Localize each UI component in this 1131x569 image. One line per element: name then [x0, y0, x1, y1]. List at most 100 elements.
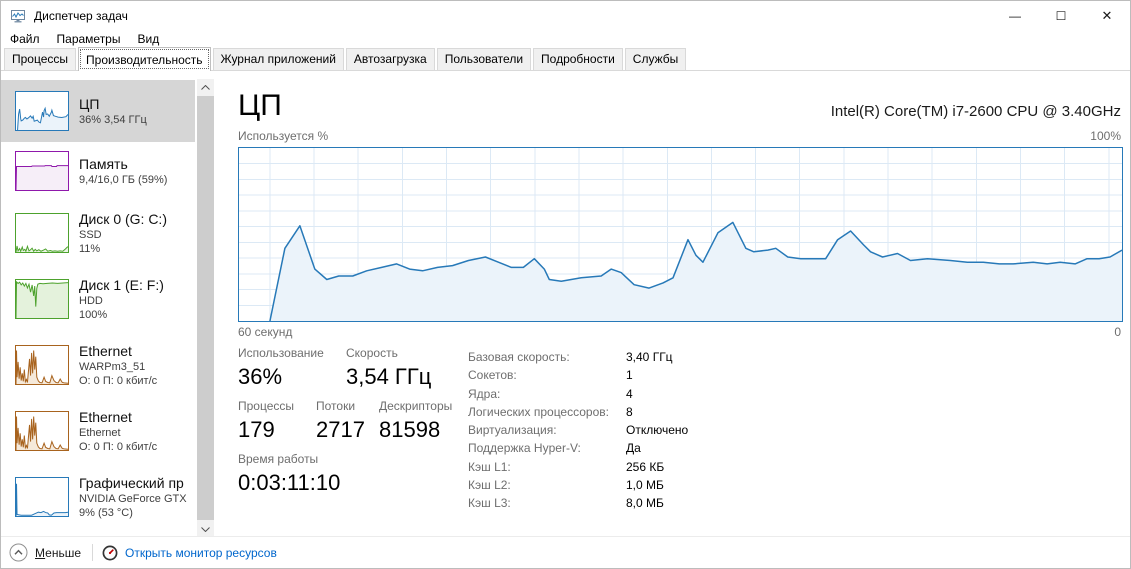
sidebar-chart-disk0 — [15, 213, 69, 253]
tab-details[interactable]: Подробности — [533, 48, 623, 70]
menu-item-2[interactable]: Параметры — [56, 31, 121, 46]
scrollbar-thumb[interactable] — [197, 96, 214, 520]
scrollbar-up-icon[interactable] — [197, 79, 214, 96]
cpu-details: Базовая скорость: 3,40 ГГц Сокетов: 1 Ядра: 4… — [468, 348, 688, 513]
close-button[interactable]: ✕ — [1101, 8, 1113, 23]
sidebar-item-disk0[interactable]: Диск 0 (G: C:) SSD 11% — [1, 200, 195, 266]
sidebar-item-disk1[interactable]: Диск 1 (E: F:) HDD 100% — [1, 266, 195, 332]
stat-threads-label: Потоки — [316, 399, 356, 413]
stat-speed-value: 3,54 ГГц — [346, 364, 432, 389]
stat-speed-label: Скорость — [346, 346, 398, 360]
sidebar-chart-gpu — [15, 477, 69, 517]
menu-item-3[interactable]: Вид — [137, 31, 160, 46]
stat-usage-label: Использование — [238, 346, 324, 360]
footer-bar: Меньше Открыть монитор ресурсов — [1, 536, 1130, 568]
tab-processes[interactable]: Процессы — [4, 48, 77, 70]
stat-handles: Дескрипторы 81598 — [379, 398, 452, 445]
stats-row-2: Процессы 179 Потоки 2717 Дескрипторы 81598 — [238, 398, 464, 445]
tab-startup[interactable]: Автозагрузка — [345, 48, 435, 70]
sidebar-item-title: Диск 0 (G: C:) — [79, 211, 167, 227]
stat-threads-value: 2717 — [316, 417, 365, 442]
sidebar-item-title: ЦП — [79, 96, 100, 112]
detail-value-7: 256 КБ — [626, 459, 665, 474]
sidebar-item-cpu[interactable]: ЦП 36% 3,54 ГГц — [1, 80, 195, 142]
chart-y-max-label: 100% — [1090, 129, 1121, 143]
detail-value-3: 4 — [626, 386, 633, 401]
stat-processes-label: Процессы — [238, 399, 295, 413]
sidebar-item-detail: 100% — [79, 309, 108, 321]
scrollbar-down-icon[interactable] — [197, 521, 214, 538]
cpu-stats: Использование 36% Скорость 3,54 ГГц Процессы… — [238, 345, 464, 504]
detail-value-1: 3,40 ГГц — [626, 350, 673, 364]
sidebar-item-detail: 9% (53 °C) — [79, 507, 133, 519]
detail-value-5: Отключено — [626, 423, 689, 438]
tab-users[interactable]: Пользователи — [436, 48, 532, 70]
sidebar-item-detail: HDD — [79, 295, 103, 307]
detail-value-4: 8 — [626, 404, 633, 419]
detail-value-2: 1 — [626, 368, 633, 383]
less-chevron-icon — [9, 543, 28, 562]
stat-uptime-value: 0:03:11:10 — [238, 470, 341, 495]
sidebar-item-ethernet2[interactable]: Ethernet Ethernet О: 0 П: 0 кбит/с — [1, 398, 195, 464]
maximize-button[interactable]: ☐ — [1055, 9, 1067, 23]
detail-label-1: Базовая скорость: — [468, 350, 570, 364]
sidebar-chart-ethernet1 — [15, 345, 69, 385]
sidebar-item-detail: О: 0 П: 0 кбит/с — [79, 375, 158, 387]
sidebar-item-text-ethernet1: Ethernet WARPm3_51 О: 0 П: 0 кбит/с — [79, 332, 194, 398]
sidebar-item-detail: Ethernet — [79, 427, 121, 439]
sidebar-item-title: Диск 1 (E: F:) — [79, 277, 164, 293]
sidebar-item-text-cpu: ЦП 36% 3,54 ГГц — [79, 80, 194, 142]
resource-monitor-icon — [102, 545, 118, 561]
detail-label-3: Ядра: — [468, 386, 501, 401]
open-resource-monitor-link[interactable]: Открыть монитор ресурсов — [102, 545, 277, 561]
fewer-details-button[interactable]: Меньше — [9, 543, 81, 562]
title-bar: Диспетчер задач — ☐ ✕ — [1, 1, 1130, 31]
cpu-model-name: Intel(R) Core(TM) i7-2600 CPU @ 3.40GHz — [830, 103, 1121, 120]
stats-row-1: Использование 36% Скорость 3,54 ГГц — [238, 345, 464, 392]
detail-label-9: Кэш L3: — [468, 496, 511, 511]
sidebar-list: ЦП 36% 3,54 ГГц Память 9,4/16,0 ГБ (59%) Дис… — [1, 72, 215, 538]
sidebar-item-title: Графический пр — [79, 475, 184, 491]
sidebar-item-title: Память — [79, 156, 128, 172]
chart-x-left-label: 60 секунд — [238, 325, 293, 339]
sidebar-item-detail: 9,4/16,0 ГБ (59%) — [79, 174, 168, 186]
sidebar-item-text-gpu: Графический пр NVIDIA GeForce GTX 9% (53 °… — [79, 464, 194, 530]
detail-value-9: 8,0 МБ — [626, 496, 664, 511]
task-manager-app-icon — [10, 8, 26, 24]
sidebar-item-detail: 36% 3,54 ГГц — [79, 114, 147, 126]
tab-performance[interactable]: Производительность — [78, 47, 211, 71]
sidebar-item-text-disk0: Диск 0 (G: C:) SSD 11% — [79, 200, 194, 266]
sidebar-item-title: Ethernet — [79, 343, 132, 359]
tab-app-history[interactable]: Журнал приложений — [212, 48, 344, 70]
sidebar-item-text-ethernet2: Ethernet Ethernet О: 0 П: 0 кбит/с — [79, 398, 194, 464]
stats-row-3: Время работы 0:03:11:10 — [238, 451, 464, 498]
stat-processes: Процессы 179 — [238, 398, 316, 445]
chart-y-axis-label: Используется % — [238, 129, 329, 143]
stat-uptime-label: Время работы — [238, 452, 319, 466]
sidebar-item-gpu[interactable]: Графический пр NVIDIA GeForce GTX 9% (53 °… — [1, 464, 195, 530]
detail-label-7: Кэш L1: — [468, 459, 511, 474]
sidebar-item-detail: SSD — [79, 229, 102, 241]
detail-label-2: Сокетов: — [468, 368, 517, 383]
detail-label-5: Виртуализация: — [468, 423, 557, 438]
resource-monitor-link-label: Открыть монитор ресурсов — [125, 545, 277, 560]
detail-value-6: Да — [626, 441, 641, 456]
less-button-label: Меньше — [35, 545, 81, 560]
minimize-button[interactable]: — — [1009, 9, 1021, 23]
sidebar-item-memory[interactable]: Память 9,4/16,0 ГБ (59%) — [1, 142, 195, 200]
cpu-usage-chart — [238, 147, 1123, 322]
stat-threads: Потоки 2717 — [316, 398, 379, 445]
sidebar-chart-memory — [15, 151, 69, 191]
sidebar-item-ethernet1[interactable]: Ethernet WARPm3_51 О: 0 П: 0 кбит/с — [1, 332, 195, 398]
sidebar-item-detail: О: 0 П: 0 кбит/с — [79, 441, 158, 453]
sidebar-scrollbar[interactable] — [197, 79, 214, 538]
window-title: Диспетчер задач — [34, 9, 128, 23]
menu-bar: Файл Параметры Вид — [1, 30, 160, 47]
menu-item-1[interactable]: Файл — [10, 31, 40, 46]
stat-speed: Скорость 3,54 ГГц — [346, 345, 431, 392]
chart-x-right-label: 0 — [1114, 325, 1121, 339]
tab-services[interactable]: Службы — [624, 48, 687, 70]
sidebar-item-title: Ethernet — [79, 409, 132, 425]
footer-separator — [92, 544, 93, 561]
